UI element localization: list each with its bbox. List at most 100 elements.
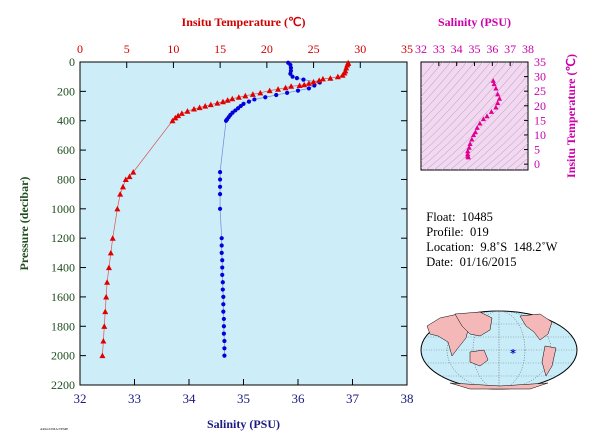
salinity-point <box>217 184 223 189</box>
salinity-point <box>221 309 226 314</box>
ts-isoline <box>425 64 528 170</box>
pressure-axis-title: Pressure (decibar) <box>17 177 31 271</box>
ts-temperature-axis-title: Insitu Temperature (℃) <box>564 54 578 178</box>
ts-isoline <box>421 62 476 123</box>
profile-info-row: Profile: 019 <box>420 210 489 240</box>
salinity-point <box>221 294 226 300</box>
temperature-point <box>190 105 197 112</box>
ts-point <box>490 78 496 83</box>
temperature-point <box>257 89 264 96</box>
location-info-row: Location: 9.8˚S 148.2˚W <box>420 225 557 255</box>
profile-value: 019 <box>470 225 489 239</box>
temperature-tick-label: 0 <box>77 42 83 56</box>
ts-point <box>493 85 499 91</box>
ts-isoline <box>421 62 500 147</box>
ts-isoline <box>489 135 528 170</box>
temperature-point <box>301 81 308 88</box>
location-label: Location: <box>426 240 475 254</box>
pressure-tick-label: 1400 <box>51 261 75 275</box>
ts-salinity-tick-label: 33 <box>433 42 445 56</box>
ts-salinity-tick-label: 35 <box>469 42 481 56</box>
temperature-point <box>305 80 312 86</box>
salinity-point <box>223 118 229 123</box>
pressure-tick-label: 2200 <box>51 378 75 392</box>
salinity-tick-label: 37 <box>346 391 360 406</box>
salinity-point <box>246 99 252 104</box>
salinity-axis-title: Salinity (PSU) <box>207 417 280 431</box>
map-land-africa-europe <box>426 313 471 357</box>
temperature-point <box>119 183 126 190</box>
pressure-tick-label: 1000 <box>51 202 75 216</box>
ts-point <box>467 141 473 146</box>
salinity-point <box>222 338 227 344</box>
salinity-point <box>306 86 311 91</box>
temperature-point <box>109 235 116 241</box>
salinity-point <box>274 92 279 98</box>
map-land-south-america <box>541 345 557 377</box>
ts-point <box>488 109 495 114</box>
salinity-point <box>220 265 225 270</box>
temperature-tick-label: 15 <box>214 42 226 56</box>
ts-point <box>471 132 477 138</box>
temperature-axis-title: Insitu Temperature (℃) <box>182 15 306 29</box>
salinity-tick-label: 38 <box>401 391 414 406</box>
ts-salinity-tick-label: 34 <box>451 42 463 56</box>
ts-point <box>469 136 475 142</box>
temperature-point <box>169 117 176 124</box>
temperature-point <box>235 94 242 100</box>
salinity-tick-label: 32 <box>74 391 87 406</box>
temperature-point <box>102 308 109 315</box>
float-info-row: Float: 10485 <box>420 195 493 225</box>
temperature-point <box>319 75 326 82</box>
pressure-tick-label: 1600 <box>51 290 75 304</box>
pressure-tick-label: 0 <box>69 55 75 69</box>
ts-isoline <box>505 150 528 170</box>
ts-isoline <box>473 119 528 170</box>
salinity-point <box>312 83 317 88</box>
salinity-point <box>220 280 225 285</box>
temperature-tick-label: 20 <box>261 42 273 56</box>
ts-isoline <box>421 62 516 162</box>
temperature-point <box>172 114 179 121</box>
ts-isoline <box>421 62 460 106</box>
ts-temperature-tick-label: 5 <box>534 143 540 157</box>
ts-isoline <box>433 74 528 170</box>
ts-isoline <box>421 62 484 132</box>
temperature-point <box>316 77 323 83</box>
pressure-tick-label: 400 <box>57 114 75 128</box>
ts-point <box>477 120 483 126</box>
map-meridian <box>472 310 526 390</box>
pressure-tick-label: 1800 <box>51 319 75 333</box>
ts-temperature-tick-label: 10 <box>534 128 546 142</box>
ts-isoline <box>465 110 528 170</box>
ts-salinity-tick-label: 37 <box>504 42 516 56</box>
float-location-marker: * <box>510 347 516 360</box>
salinity-point <box>294 76 300 81</box>
salinity-tick-label: 34 <box>183 391 197 406</box>
ts-isoline <box>421 62 524 168</box>
salinity-point <box>217 177 223 182</box>
temperature-point <box>310 78 317 85</box>
ts-temperature-tick-label: 15 <box>534 113 546 127</box>
salinity-point <box>288 71 293 76</box>
ts-isoline <box>421 62 452 98</box>
ts-isoline <box>421 62 492 140</box>
ts-isoline <box>449 92 528 170</box>
temperature-point <box>207 101 214 108</box>
temperature-point <box>266 87 273 94</box>
salinity-point <box>221 331 226 336</box>
temperature-point <box>175 112 182 119</box>
temperature-point <box>242 92 249 99</box>
profile-label: Profile: <box>426 225 464 239</box>
temperature-point <box>339 72 346 78</box>
ts-point <box>465 148 471 154</box>
map-land-north-america <box>519 313 553 341</box>
ts-temperature-tick-label: 30 <box>534 70 546 84</box>
temperature-point <box>196 104 203 111</box>
map-land-antarctica <box>449 382 549 390</box>
date-info-row: Date: 01/16/2015 <box>420 240 516 270</box>
ts-point <box>472 129 478 135</box>
ts-temperature-tick-label: 25 <box>534 84 546 98</box>
salinity-tick-label: 36 <box>292 391 306 406</box>
temperature-tick-label: 30 <box>354 42 366 56</box>
